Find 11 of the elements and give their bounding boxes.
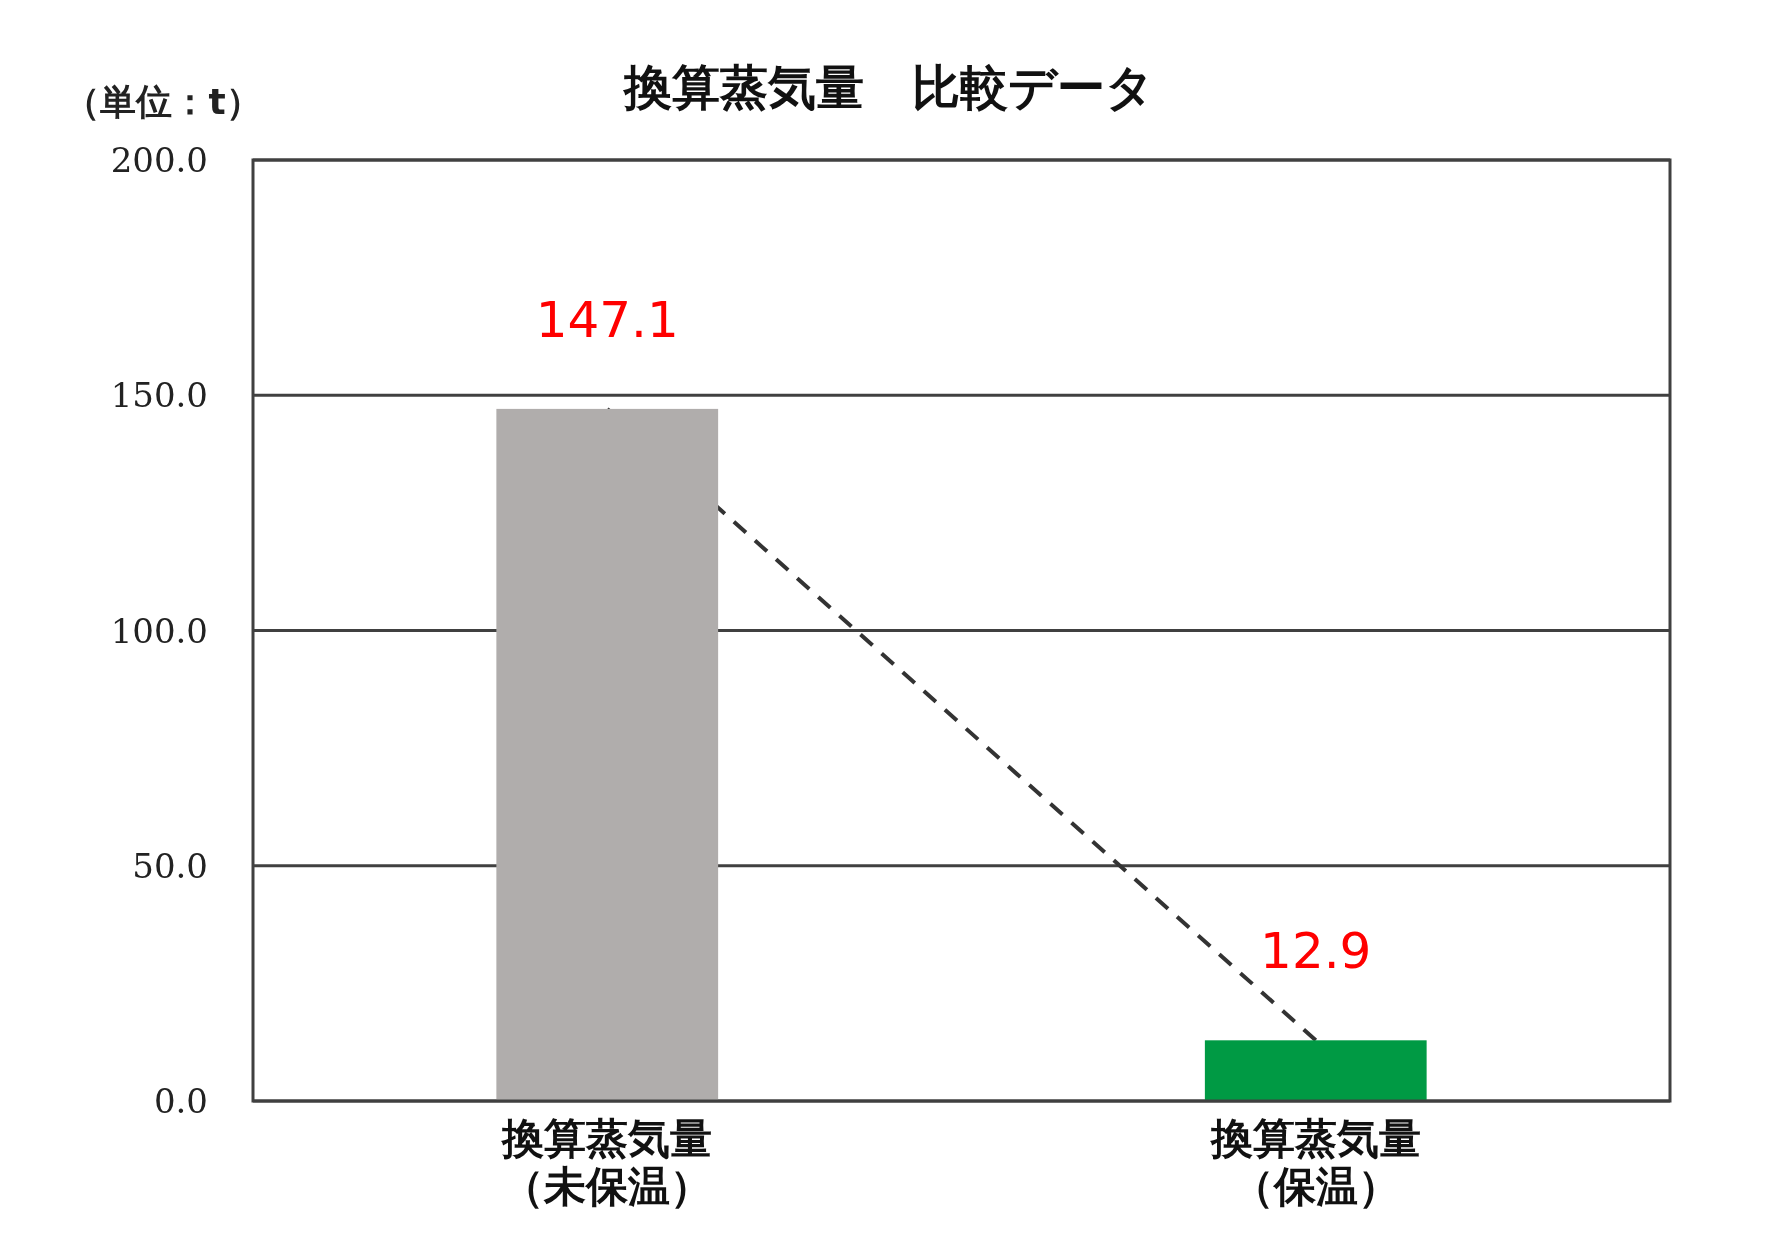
chart-title: 換算蒸気量 比較データ	[622, 59, 1154, 115]
y-tick-label: 50.0	[132, 845, 208, 886]
y-tick-label: 100.0	[110, 610, 208, 651]
y-tick-label: 0.0	[153, 1081, 208, 1121]
data-label: 12.9	[1260, 922, 1372, 981]
y-tick-label: 150.0	[110, 375, 208, 416]
y-tick-label: 200.0	[110, 140, 208, 180]
data-label: 147.1	[535, 290, 679, 349]
x-tick-label: 換算蒸気量（保温）	[1208, 1114, 1421, 1211]
x-tick-label: 換算蒸気量（未保温）	[500, 1114, 713, 1211]
y-axis-title: （単位：t）	[64, 81, 262, 122]
